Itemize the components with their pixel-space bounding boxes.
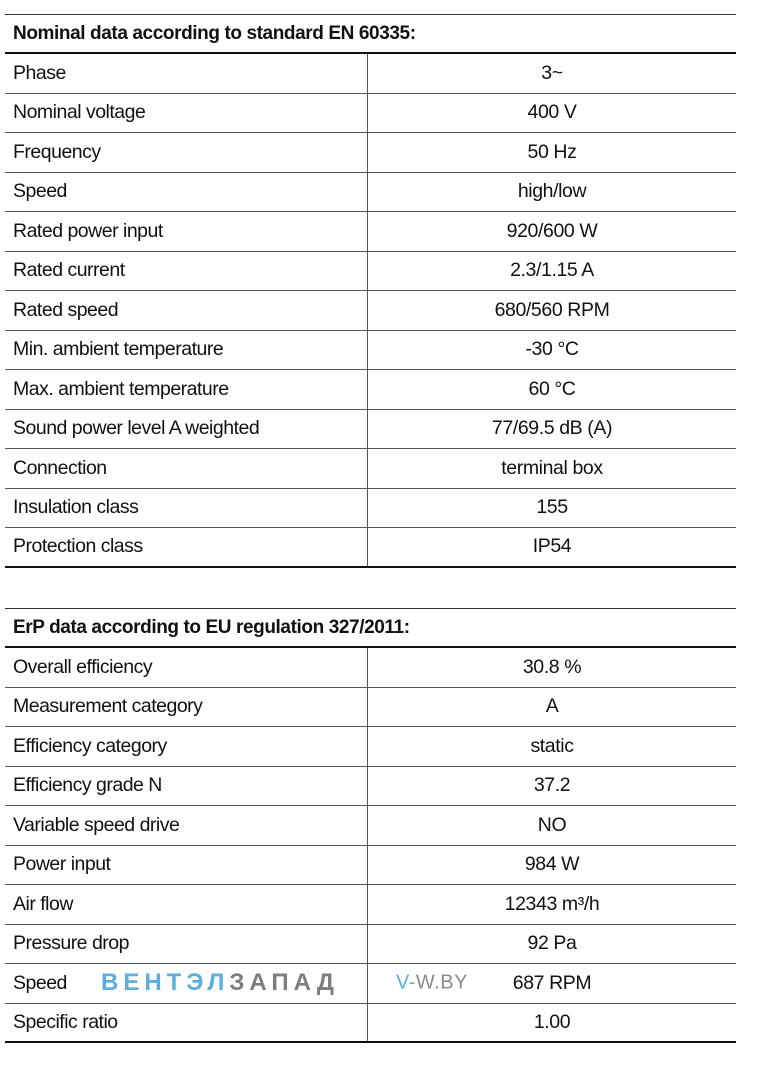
- row-value: terminal box: [501, 456, 603, 479]
- table-row: Protection class IP54: [5, 528, 736, 568]
- table-row: Measurement category A: [5, 687, 736, 727]
- row-value: 30.8 %: [522, 655, 582, 678]
- table-row: Phase 3~: [5, 54, 736, 94]
- row-value: 680/560 RPM: [494, 298, 610, 321]
- table-row: Min. ambient temperature -30 °C: [5, 330, 736, 370]
- table-row: Rated power input 920/600 W: [5, 212, 736, 252]
- row-value: 920/600 W: [506, 219, 598, 242]
- table-row: Insulation class 155: [5, 488, 736, 528]
- row-value: 400 V: [527, 101, 577, 124]
- row-value: 37.2: [533, 774, 571, 797]
- row-value: A: [545, 695, 559, 718]
- row-label: Power input: [5, 845, 368, 884]
- row-label: Speed ВЕНТЭЛЗАПАД: [5, 964, 368, 1003]
- row-label: Efficiency category: [5, 727, 368, 766]
- table-row: Specific ratio 1.00: [5, 1003, 736, 1043]
- row-label: Rated speed: [5, 291, 368, 330]
- erp-data-table: ErP data according to EU regulation 327/…: [5, 608, 736, 1043]
- row-value: 92 Pa: [527, 932, 577, 955]
- table-row: Efficiency grade N 37.2: [5, 766, 736, 806]
- row-value: 3~: [541, 61, 563, 84]
- table-row: Frequency 50 Hz: [5, 133, 736, 173]
- table-row: Speed ВЕНТЭЛЗАПАД V-W.BY 687 RPM: [5, 964, 736, 1004]
- table-row: Efficiency category static: [5, 727, 736, 767]
- row-value: NO: [537, 813, 567, 836]
- row-value: 984 W: [524, 853, 580, 876]
- row-label: Pressure drop: [5, 924, 368, 963]
- nominal-data-table: Nominal data according to standard EN 60…: [5, 14, 736, 568]
- row-value: 50 Hz: [527, 140, 577, 163]
- table-row: Speed high/low: [5, 172, 736, 212]
- row-value: V-W.BY 687 RPM: [368, 964, 736, 1003]
- row-label: Speed: [5, 172, 368, 211]
- row-value: 77/69.5 dB (A): [491, 417, 613, 440]
- row-label: Max. ambient temperature: [5, 370, 368, 409]
- row-value: 12343 m³/h: [504, 892, 600, 915]
- watermark-brand-part2: ЗАПАД: [229, 969, 339, 997]
- row-value: 60 °C: [528, 377, 576, 400]
- row-label: Overall efficiency: [5, 648, 368, 687]
- row-label-text: Speed: [13, 971, 67, 994]
- watermark-brand-part1: ВЕНТЭЛ: [101, 969, 230, 997]
- row-value: -30 °C: [525, 338, 579, 361]
- row-label: Rated current: [5, 251, 368, 290]
- table-row: Overall efficiency 30.8 %: [5, 648, 736, 688]
- row-value: 155: [536, 496, 568, 519]
- row-label: Frequency: [5, 133, 368, 172]
- watermark-site-part1: V-: [396, 971, 416, 994]
- row-value: static: [530, 734, 574, 757]
- table-row: Rated speed 680/560 RPM: [5, 291, 736, 331]
- table-row: Variable speed drive NO: [5, 806, 736, 846]
- row-label: Min. ambient temperature: [5, 330, 368, 369]
- table-row: Rated current 2.3/1.15 A: [5, 251, 736, 291]
- table-row: Pressure drop 92 Pa: [5, 924, 736, 964]
- erp-data-title: ErP data according to EU regulation 327/…: [5, 608, 736, 648]
- table-row: Connection terminal box: [5, 449, 736, 489]
- table-row: Air flow 12343 m³/h: [5, 885, 736, 925]
- watermark-brand: ВЕНТЭЛЗАПАД: [101, 969, 339, 997]
- row-value: 1.00: [533, 1010, 571, 1033]
- row-label: Connection: [5, 449, 368, 488]
- row-label: Efficiency grade N: [5, 766, 368, 805]
- row-label: Specific ratio: [5, 1003, 368, 1041]
- row-label: Protection class: [5, 528, 368, 566]
- row-label: Insulation class: [5, 488, 368, 527]
- row-label: Air flow: [5, 885, 368, 924]
- row-label: Sound power level A weighted: [5, 409, 368, 448]
- table-row: Power input 984 W: [5, 845, 736, 885]
- row-label: Measurement category: [5, 687, 368, 726]
- row-value: high/low: [517, 180, 587, 203]
- row-label: Phase: [5, 54, 368, 93]
- row-value: IP54: [532, 535, 572, 558]
- table-row: Sound power level A weighted 77/69.5 dB …: [5, 409, 736, 449]
- row-label: Nominal voltage: [5, 93, 368, 132]
- row-label: Rated power input: [5, 212, 368, 251]
- table-row: Max. ambient temperature 60 °C: [5, 370, 736, 410]
- watermark-site-part2: W.BY: [415, 971, 468, 994]
- nominal-data-title: Nominal data according to standard EN 60…: [5, 14, 736, 54]
- table-row: Nominal voltage 400 V: [5, 93, 736, 133]
- row-label: Variable speed drive: [5, 806, 368, 845]
- row-value-text: 687 RPM: [512, 971, 592, 994]
- row-value: 2.3/1.15 A: [510, 259, 594, 282]
- watermark-site: V-W.BY: [396, 972, 468, 995]
